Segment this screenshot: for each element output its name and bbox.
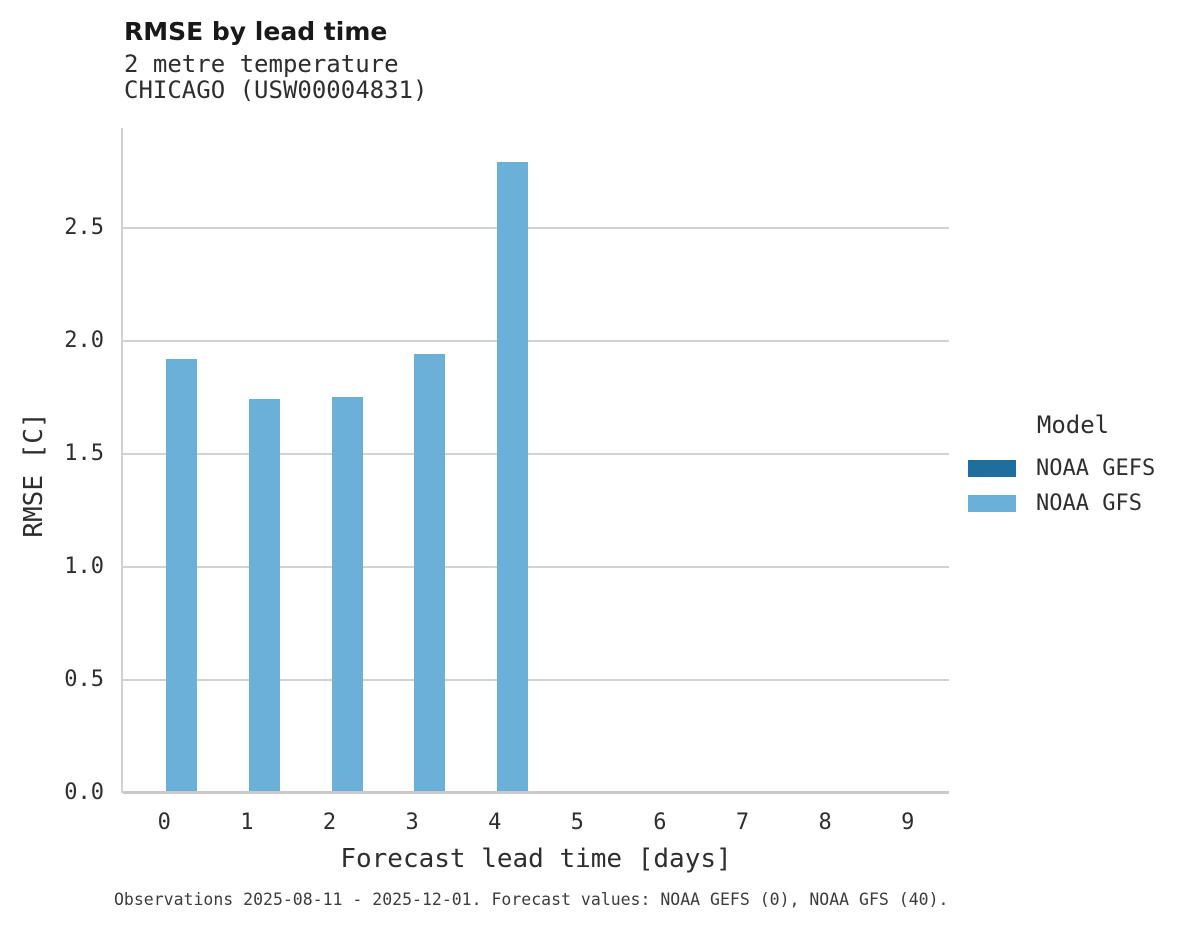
subtitle-line-2: CHICAGO (USW00004831) <box>124 76 428 104</box>
legend-entries: NOAA GEFS NOAA GFS <box>968 451 1178 521</box>
chart-title: RMSE by lead time <box>124 17 388 46</box>
y-tick-label: 2.0 <box>64 327 104 353</box>
bar-noaa-gfs-lead-3 <box>414 354 446 793</box>
gridline <box>123 565 949 568</box>
x-tick-label: 6 <box>653 810 667 835</box>
x-tick-label: 8 <box>818 810 832 835</box>
x-tick-label: 5 <box>570 810 584 835</box>
y-tick-label: 2.5 <box>64 214 104 240</box>
bar-noaa-gfs-lead-2 <box>331 397 363 793</box>
x-tick-label: 2 <box>322 810 337 835</box>
x-tick-label: 0 <box>157 810 171 835</box>
x-axis-line <box>123 791 949 794</box>
x-tick-label: 1 <box>240 810 254 835</box>
plot-area <box>123 128 949 793</box>
legend-label: NOAA GFS <box>1036 491 1142 516</box>
legend: Model NOAA GEFS NOAA GFS <box>968 411 1178 521</box>
chart-subtitle: 2 metre temperature CHICAGO (USW00004831) <box>124 51 427 103</box>
y-axis-title: RMSE [C] <box>19 412 49 538</box>
y-tick-label: 1.5 <box>64 440 104 466</box>
subtitle-line-1: 2 metre temperature <box>124 50 399 78</box>
caption: Observations 2025-08-11 - 2025-12-01. Fo… <box>114 890 949 909</box>
legend-row: NOAA GEFS <box>968 451 1178 486</box>
gridline <box>123 452 949 455</box>
gridline <box>123 339 949 342</box>
x-tick-label: 4 <box>488 810 502 835</box>
gridline <box>123 226 949 229</box>
legend-title: Model <box>1036 411 1110 439</box>
legend-label: NOAA GEFS <box>1036 456 1156 481</box>
x-tick-label: 7 <box>735 810 750 835</box>
y-tick-label: 0.5 <box>64 666 104 692</box>
legend-swatch-icon <box>968 495 1016 512</box>
y-axis-spine <box>121 128 123 793</box>
bar-noaa-gfs-lead-1 <box>248 399 280 793</box>
y-tick-label: 1.0 <box>64 553 104 579</box>
legend-swatch-icon <box>968 460 1016 477</box>
y-tick-label: 0.0 <box>64 780 104 805</box>
bar-noaa-gfs-lead-0 <box>166 358 198 793</box>
legend-row: NOAA GFS <box>968 486 1178 521</box>
x-tick-label: 9 <box>901 810 915 835</box>
bar-noaa-gfs-lead-4 <box>496 161 528 793</box>
x-tick-label: 3 <box>405 810 419 835</box>
x-axis-title: Forecast lead time [days] <box>340 844 732 874</box>
gridline <box>123 678 949 681</box>
